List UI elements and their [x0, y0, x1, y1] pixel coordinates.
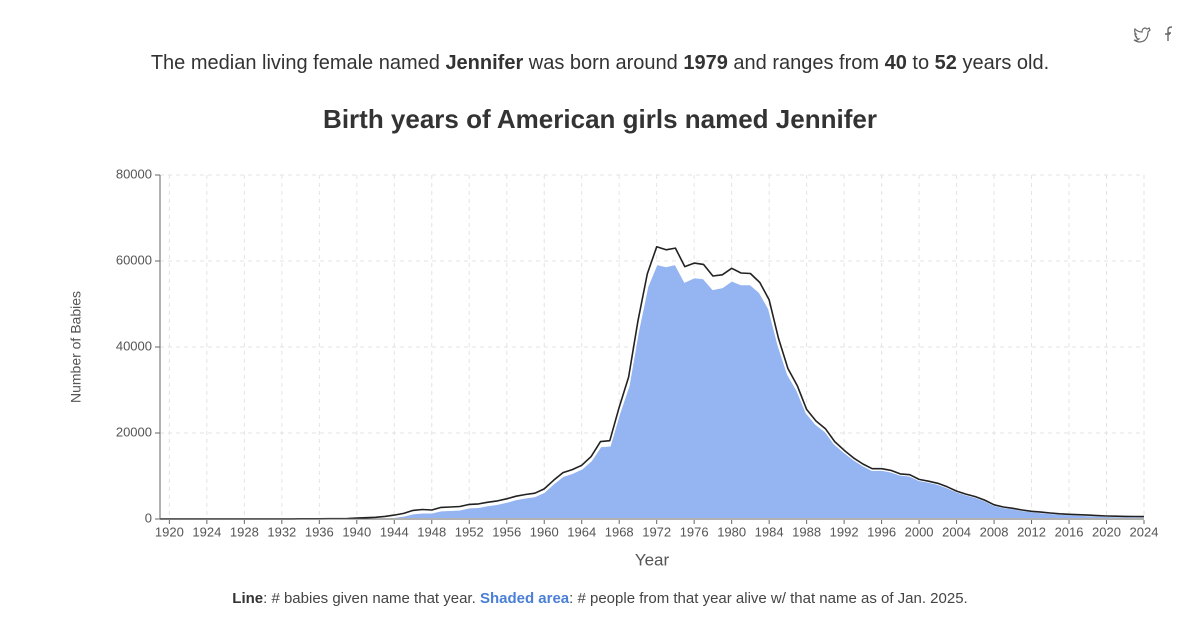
x-tick-label: 1976 [680, 524, 709, 539]
x-tick-label: 1928 [230, 524, 259, 539]
x-tick-label: 1960 [530, 524, 559, 539]
alive-area [160, 262, 1145, 520]
x-tick-label: 1920 [155, 524, 184, 539]
x-tick-label: 1980 [717, 524, 746, 539]
headline-part: The median living female named [151, 52, 446, 74]
headline-part: 40 [885, 52, 907, 74]
headline-part: was born around [523, 52, 683, 74]
x-tick-label: 1952 [455, 524, 484, 539]
x-tick-label: 1992 [830, 524, 859, 539]
headline-part: years old. [957, 52, 1049, 74]
x-tick-label: 1940 [342, 524, 371, 539]
y-tick-label: 80000 [116, 166, 152, 181]
x-tick-label: 1944 [380, 524, 409, 539]
y-tick-label: 40000 [116, 338, 152, 353]
x-tick-label: 1972 [642, 524, 671, 539]
x-tick-label: 1964 [567, 524, 596, 539]
headline-part: 1979 [683, 52, 728, 74]
x-tick-label: 1936 [305, 524, 334, 539]
caption-series-name: Line [232, 590, 263, 607]
x-tick-label: 1984 [755, 524, 784, 539]
x-tick-label: 2004 [942, 524, 971, 539]
x-tick-label: 2020 [1092, 524, 1121, 539]
y-tick-label: 20000 [116, 424, 152, 439]
x-tick-label: 1956 [492, 524, 521, 539]
y-tick-label: 60000 [116, 252, 152, 267]
y-axis-label: Number of Babies [68, 291, 84, 403]
x-tick-label: 2012 [1017, 524, 1046, 539]
x-tick-label: 1932 [267, 524, 296, 539]
headline-part: Jennifer [445, 52, 523, 74]
share-twitter[interactable] [1133, 26, 1151, 43]
caption-series-description: : # babies given name that year. [263, 590, 476, 607]
headline-part: to [907, 52, 935, 74]
headline: The median living female named Jennifer … [151, 52, 1049, 74]
share-facebook[interactable] [1165, 26, 1173, 41]
x-tick-label: 1924 [192, 524, 221, 539]
x-tick-label: 1996 [867, 524, 896, 539]
caption-series-description: : # people from that year alive w/ that … [569, 590, 968, 607]
headline-part: 52 [935, 52, 957, 74]
chart-title: Birth years of American girls named Jenn… [323, 104, 877, 134]
x-tick-label: 2016 [1055, 524, 1084, 539]
x-axis-label: Year [635, 550, 670, 569]
y-tick-label: 0 [145, 510, 152, 525]
caption: Line: # babies given name that year. Sha… [232, 590, 967, 607]
x-tick-label: 2024 [1130, 524, 1159, 539]
headline-part: and ranges from [728, 52, 885, 74]
x-tick-label: 1968 [605, 524, 634, 539]
x-tick-label: 2008 [980, 524, 1009, 539]
caption-series-name: Shaded area [480, 590, 570, 607]
x-tick-label: 1988 [792, 524, 821, 539]
x-tick-label: 1948 [417, 524, 446, 539]
x-tick-label: 2000 [905, 524, 934, 539]
